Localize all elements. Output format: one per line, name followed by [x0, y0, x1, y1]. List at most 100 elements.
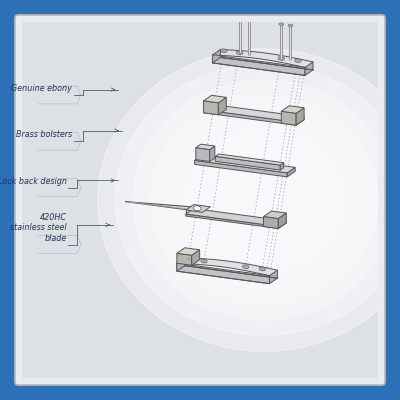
Polygon shape [182, 258, 194, 264]
Polygon shape [218, 261, 231, 267]
Polygon shape [240, 51, 253, 57]
Polygon shape [277, 56, 290, 62]
Polygon shape [268, 55, 280, 61]
Polygon shape [267, 54, 277, 60]
Polygon shape [204, 95, 226, 103]
Polygon shape [248, 266, 258, 272]
Polygon shape [276, 56, 287, 62]
Polygon shape [291, 59, 301, 65]
Ellipse shape [193, 206, 201, 210]
Polygon shape [258, 53, 268, 59]
Polygon shape [236, 51, 246, 56]
Polygon shape [179, 258, 190, 264]
Polygon shape [231, 50, 244, 56]
Polygon shape [232, 50, 242, 56]
Polygon shape [248, 52, 258, 58]
Polygon shape [177, 258, 187, 263]
Polygon shape [212, 55, 305, 76]
Polygon shape [212, 50, 220, 63]
Polygon shape [246, 52, 256, 58]
Polygon shape [212, 49, 225, 55]
Polygon shape [195, 155, 295, 173]
Polygon shape [250, 266, 261, 272]
Polygon shape [228, 262, 240, 268]
Polygon shape [243, 52, 254, 57]
Polygon shape [232, 263, 245, 269]
Polygon shape [258, 268, 268, 274]
Polygon shape [270, 270, 277, 284]
Polygon shape [260, 268, 273, 274]
Ellipse shape [242, 265, 249, 268]
Ellipse shape [244, 266, 247, 268]
Polygon shape [222, 261, 232, 267]
Polygon shape [296, 60, 306, 66]
Polygon shape [243, 265, 254, 271]
Polygon shape [217, 261, 228, 266]
Ellipse shape [167, 112, 361, 288]
Polygon shape [222, 50, 234, 56]
Polygon shape [229, 262, 240, 268]
Polygon shape [270, 55, 280, 61]
Polygon shape [226, 50, 239, 56]
Ellipse shape [201, 259, 207, 263]
Polygon shape [184, 258, 194, 264]
Ellipse shape [150, 96, 378, 304]
Ellipse shape [297, 60, 299, 62]
Polygon shape [177, 263, 270, 284]
Polygon shape [212, 260, 223, 266]
Polygon shape [210, 260, 220, 266]
Polygon shape [177, 253, 192, 265]
Polygon shape [216, 156, 280, 170]
Polygon shape [280, 163, 284, 170]
Polygon shape [242, 264, 254, 271]
Polygon shape [281, 106, 304, 113]
Polygon shape [217, 50, 228, 55]
Polygon shape [300, 61, 313, 67]
Ellipse shape [220, 160, 309, 240]
Polygon shape [298, 60, 308, 66]
Polygon shape [200, 259, 213, 265]
Ellipse shape [236, 51, 243, 55]
Polygon shape [222, 50, 232, 56]
Polygon shape [186, 214, 278, 228]
Polygon shape [264, 216, 278, 228]
Polygon shape [282, 57, 294, 63]
Ellipse shape [246, 18, 251, 21]
Polygon shape [291, 59, 304, 65]
Ellipse shape [221, 49, 227, 52]
Polygon shape [177, 258, 190, 264]
Polygon shape [214, 260, 226, 266]
Polygon shape [287, 167, 295, 177]
Text: Lock back design: Lock back design [0, 177, 66, 186]
Ellipse shape [295, 59, 301, 62]
Polygon shape [204, 101, 218, 115]
Polygon shape [195, 259, 208, 265]
Polygon shape [265, 269, 277, 276]
Polygon shape [208, 260, 218, 266]
Polygon shape [303, 62, 313, 68]
Polygon shape [255, 53, 266, 58]
Polygon shape [296, 108, 304, 125]
Polygon shape [218, 97, 226, 115]
Polygon shape [212, 50, 223, 55]
Polygon shape [220, 261, 230, 267]
Polygon shape [251, 266, 264, 272]
Polygon shape [241, 264, 251, 270]
Polygon shape [216, 154, 284, 165]
Polygon shape [186, 208, 286, 226]
Ellipse shape [238, 52, 241, 54]
Polygon shape [250, 52, 262, 58]
Polygon shape [256, 267, 268, 274]
Polygon shape [281, 111, 296, 125]
Polygon shape [236, 51, 248, 57]
Polygon shape [220, 50, 230, 56]
Polygon shape [203, 259, 213, 265]
Polygon shape [246, 266, 259, 272]
Polygon shape [254, 53, 267, 59]
Polygon shape [232, 263, 242, 268]
Polygon shape [264, 211, 286, 218]
Ellipse shape [278, 57, 284, 60]
Polygon shape [253, 267, 263, 273]
Polygon shape [273, 56, 285, 62]
Polygon shape [198, 259, 208, 265]
